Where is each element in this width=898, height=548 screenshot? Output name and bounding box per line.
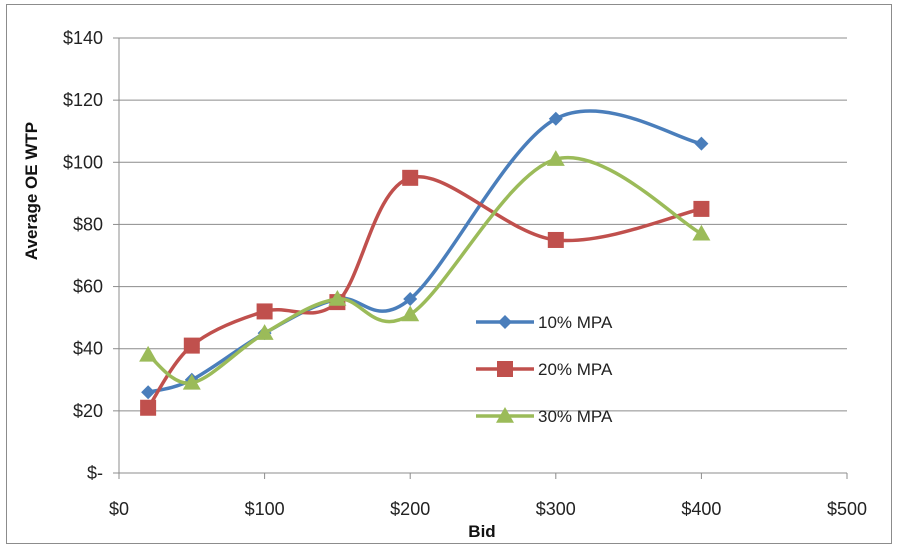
series-2 bbox=[140, 169, 710, 416]
series-3 bbox=[139, 150, 711, 390]
series-line bbox=[147, 109, 702, 394]
data-point bbox=[182, 373, 201, 390]
data-point bbox=[255, 324, 274, 340]
x-tick-label: $300 bbox=[536, 499, 576, 519]
x-tick-label: $500 bbox=[827, 499, 867, 519]
line-chart: $- $20 $40 $60 $80 $100 $120 $140 $0 $100 $200 $300… bbox=[22, 28, 867, 541]
data-point bbox=[401, 305, 420, 322]
legend-label: 10% MPA bbox=[538, 313, 613, 332]
data-point bbox=[328, 290, 347, 306]
legend-label: 30% MPA bbox=[538, 407, 613, 426]
y-tick-label: $140 bbox=[63, 28, 103, 48]
legend-item: 30% MPA bbox=[476, 407, 613, 426]
y-tick-label: $40 bbox=[73, 339, 103, 359]
legend-marker bbox=[496, 407, 514, 423]
legend: 10% MPA 20% MPA 30% MPA bbox=[476, 313, 613, 426]
series-line bbox=[147, 155, 703, 385]
legend-marker bbox=[497, 361, 513, 377]
data-point bbox=[139, 345, 158, 362]
data-point bbox=[694, 136, 709, 151]
x-tick-label: $200 bbox=[390, 499, 430, 519]
tick-labels: $- $20 $40 $60 $80 $100 $120 $140 $0 $100 $200 $300… bbox=[63, 28, 867, 519]
legend-marker bbox=[498, 315, 512, 329]
data-point bbox=[141, 385, 156, 400]
legend-item: 10% MPA bbox=[476, 313, 613, 332]
series-group bbox=[139, 109, 711, 416]
data-point bbox=[548, 111, 563, 126]
series-line bbox=[146, 175, 702, 409]
legend-item: 20% MPA bbox=[476, 360, 613, 379]
y-tick-label: $120 bbox=[63, 90, 103, 110]
legend-label: 20% MPA bbox=[538, 360, 613, 379]
x-axis-title: Bid bbox=[468, 522, 495, 541]
data-point bbox=[692, 224, 711, 241]
data-point bbox=[403, 292, 418, 306]
data-point bbox=[140, 399, 157, 416]
y-tick-label: $60 bbox=[73, 277, 103, 297]
series-1 bbox=[141, 109, 709, 400]
x-tick-label: $0 bbox=[109, 499, 129, 519]
data-point bbox=[546, 150, 565, 166]
x-tick-label: $100 bbox=[245, 499, 285, 519]
data-point bbox=[547, 231, 564, 248]
y-tick-label: $- bbox=[87, 463, 103, 483]
chart-area: $- $20 $40 $60 $80 $100 $120 $140 $0 $100 $200 $300… bbox=[6, 4, 892, 544]
data-point bbox=[693, 200, 710, 217]
data-point bbox=[256, 303, 273, 320]
y-tick-label: $80 bbox=[73, 214, 103, 234]
data-point bbox=[183, 337, 200, 354]
data-point bbox=[402, 169, 419, 186]
axes bbox=[113, 37, 848, 479]
y-tick-label: $20 bbox=[73, 401, 103, 421]
y-tick-label: $100 bbox=[63, 152, 103, 172]
y-axis-title: Average OE WTP bbox=[22, 122, 41, 260]
x-tick-label: $400 bbox=[681, 499, 721, 519]
